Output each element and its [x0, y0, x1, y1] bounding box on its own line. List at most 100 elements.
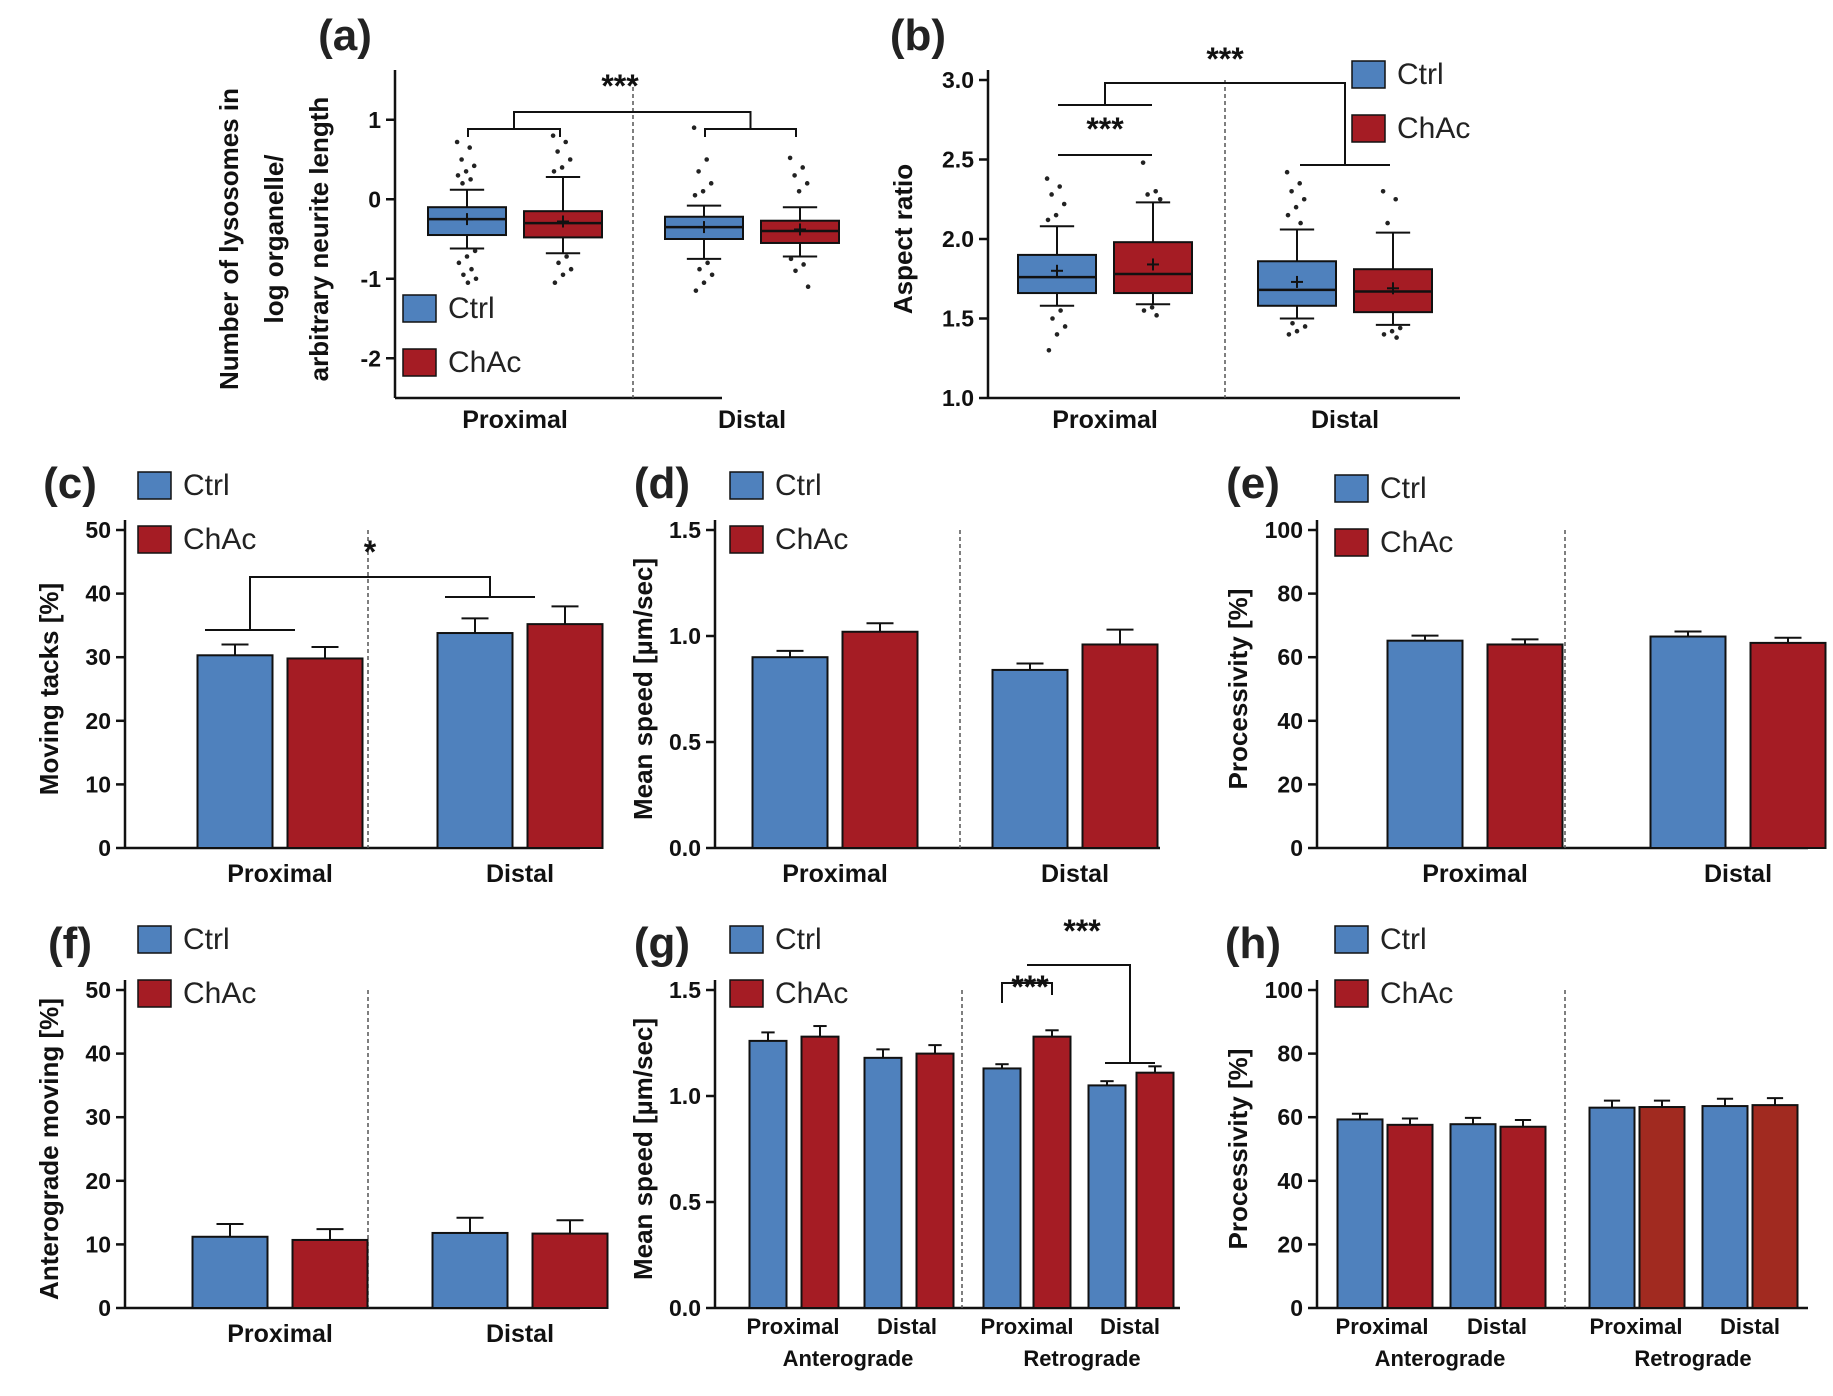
- bar: [1749, 641, 1827, 850]
- legend-label: ChAc: [183, 523, 256, 556]
- y-tick-label: 50: [85, 977, 111, 1003]
- outlier-point: [1289, 189, 1294, 194]
- outlier-point: [1057, 184, 1062, 189]
- outlier-point: [1046, 348, 1052, 353]
- outlier-point: [472, 248, 478, 254]
- outlier-point: [1380, 189, 1386, 194]
- outlier-point: [1293, 204, 1299, 210]
- outlier-point: [567, 157, 573, 162]
- outlier-point: [1298, 220, 1303, 226]
- x-category-label: Distal: [1704, 860, 1772, 888]
- y-tick-label: 1: [368, 107, 381, 133]
- y-tick-label: 2.5: [942, 147, 974, 173]
- outlier-point: [1153, 189, 1158, 194]
- outlier-point: [1286, 332, 1292, 337]
- outlier-point: [693, 288, 699, 293]
- legend-swatch-chac: [729, 525, 764, 554]
- bar: [1499, 1125, 1547, 1309]
- panel-label: (f): [48, 919, 92, 968]
- bar: [1449, 1123, 1497, 1310]
- y-axis-title: Moving tacks [%]: [34, 583, 64, 795]
- significance-label: *: [364, 534, 377, 570]
- bar: [751, 656, 829, 850]
- y-tick-label: 0.0: [669, 1295, 701, 1321]
- outlier-point: [552, 280, 558, 286]
- outlier-point: [804, 181, 810, 186]
- outlier-point: [1394, 335, 1399, 340]
- bar: [191, 1235, 269, 1309]
- sig-bracket: [1001, 982, 1053, 1003]
- outlier-point: [704, 157, 709, 162]
- y-tick-label: -1: [361, 266, 382, 292]
- x-category-label: Proximal: [747, 1314, 840, 1339]
- x-category-label: Distal: [718, 406, 786, 434]
- legend-swatch-chac: [1334, 979, 1369, 1008]
- sig-bracket: [467, 128, 561, 137]
- outlier-point: [709, 272, 715, 278]
- significance-label: ***: [1011, 969, 1049, 1005]
- y-axis-title: Anterograde moving [%]: [34, 998, 64, 1300]
- x-category-label: Proximal: [1052, 406, 1158, 434]
- panel-label: (g): [634, 919, 690, 968]
- outlier-point: [461, 272, 466, 278]
- y-tick-label: 3.0: [942, 67, 974, 93]
- legend-swatch-ctrl: [137, 471, 172, 500]
- legend-swatch-chac: [1334, 528, 1369, 557]
- legend-label: Ctrl: [775, 469, 822, 502]
- outlier-point: [796, 189, 802, 194]
- x-category-label: Distal: [1100, 1314, 1160, 1339]
- outlier-point: [1389, 328, 1395, 334]
- panel-h: (h) 100 80 60 40 20 0 Processivity [%] Ctrl ChAc P…: [1223, 919, 1808, 1371]
- panel-label: (c): [43, 459, 97, 508]
- panel-b: (b) 3.0 2.5 2.0 1.5 1.0 Aspect ratio Ctrl ChAc Pr…: [888, 11, 1470, 434]
- legend-label: ChAc: [1380, 526, 1453, 559]
- panel-f: (f) 50 40 30 20 10 0 Anterograde moving [%] Ctrl…: [34, 919, 609, 1348]
- legend-label: ChAc: [183, 977, 256, 1010]
- y-tick-label: 0.0: [669, 835, 701, 861]
- y-tick-label: 10: [85, 771, 111, 797]
- bar: [1649, 635, 1727, 850]
- y-tick-label: 1.0: [669, 623, 701, 649]
- outlier-point: [805, 284, 811, 290]
- x-category-label: Proximal: [1336, 1314, 1429, 1339]
- outlier-point: [459, 157, 464, 162]
- x-category-label: Proximal: [1590, 1314, 1683, 1339]
- sig-bracket: [249, 576, 491, 630]
- legend-swatch-chac: [1351, 114, 1386, 143]
- y-axis-title-line: log organelle/: [259, 154, 289, 323]
- y-tick-label: 20: [85, 1168, 111, 1194]
- y-tick-label: 30: [85, 1104, 111, 1130]
- outlier-point: [469, 266, 474, 272]
- y-tick-label: 40: [85, 1041, 111, 1067]
- panel-e: (e) 100 80 60 40 20 0 Processivity [%] Ctrl ChAc P…: [1223, 459, 1827, 888]
- significance-label: ***: [1063, 913, 1101, 949]
- y-tick-label: 0.5: [669, 729, 701, 755]
- y-axis-title-line: Number of lysosomes in: [214, 88, 244, 390]
- bar: [1081, 643, 1159, 849]
- y-tick-label: 1.0: [942, 385, 974, 411]
- bar: [863, 1056, 903, 1309]
- y-tick-label: 30: [85, 644, 111, 670]
- outlier-point: [800, 165, 805, 170]
- y-tick-label: 100: [1265, 977, 1303, 1003]
- bar: [1386, 1123, 1434, 1310]
- outlier-point: [1141, 308, 1147, 313]
- bar: [1701, 1105, 1749, 1309]
- y-axis-title: Processivity [%]: [1223, 1049, 1253, 1250]
- outlier-point: [468, 177, 473, 182]
- y-tick-label: 0: [1290, 1295, 1303, 1321]
- x-group-label: Anterograde: [1375, 1346, 1506, 1371]
- outlier-point: [564, 254, 569, 259]
- panel-g: (g) 1.5 1.0 0.5 0.0 Mean speed [µm/sec] Ctrl Ch…: [628, 913, 1180, 1371]
- outlier-point: [460, 181, 465, 186]
- y-tick-label: 1.5: [669, 517, 701, 543]
- outlier-point: [1053, 212, 1059, 218]
- x-category-label: Proximal: [462, 406, 568, 434]
- legend-swatch-ctrl: [1334, 925, 1369, 954]
- significance-label: ***: [1086, 111, 1124, 147]
- outlier-point: [692, 192, 698, 198]
- outlier-point: [1062, 324, 1068, 329]
- x-category-label: Proximal: [227, 1320, 333, 1348]
- y-tick-label: 0: [98, 835, 111, 861]
- outlier-point: [788, 256, 794, 262]
